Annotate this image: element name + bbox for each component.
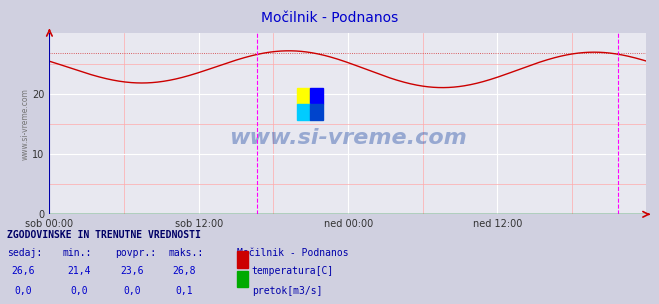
Text: pretok[m3/s]: pretok[m3/s] [252, 286, 322, 296]
Text: Močilnik - Podnanos: Močilnik - Podnanos [237, 248, 349, 258]
Bar [310, 88, 323, 104]
Bar [297, 104, 310, 120]
Text: 21,4: 21,4 [67, 266, 91, 276]
Text: 0,0: 0,0 [123, 286, 140, 296]
Text: temperatura[C]: temperatura[C] [252, 266, 334, 276]
Bar [297, 88, 310, 104]
Text: ZGODOVINSKE IN TRENUTNE VREDNOSTI: ZGODOVINSKE IN TRENUTNE VREDNOSTI [7, 230, 200, 240]
Text: Močilnik - Podnanos: Močilnik - Podnanos [261, 11, 398, 25]
Text: min.:: min.: [63, 248, 92, 258]
Text: sedaj:: sedaj: [7, 248, 42, 258]
Y-axis label: www.si-vreme.com: www.si-vreme.com [20, 88, 30, 160]
Text: 0,0: 0,0 [14, 286, 32, 296]
Text: 23,6: 23,6 [120, 266, 144, 276]
Text: www.si-vreme.com: www.si-vreme.com [229, 128, 467, 148]
Text: 0,0: 0,0 [71, 286, 88, 296]
Text: 26,8: 26,8 [173, 266, 196, 276]
Bar [310, 104, 323, 120]
Text: maks.:: maks.: [168, 248, 203, 258]
Text: povpr.:: povpr.: [115, 248, 156, 258]
Text: 0,1: 0,1 [176, 286, 193, 296]
Text: 26,6: 26,6 [11, 266, 35, 276]
